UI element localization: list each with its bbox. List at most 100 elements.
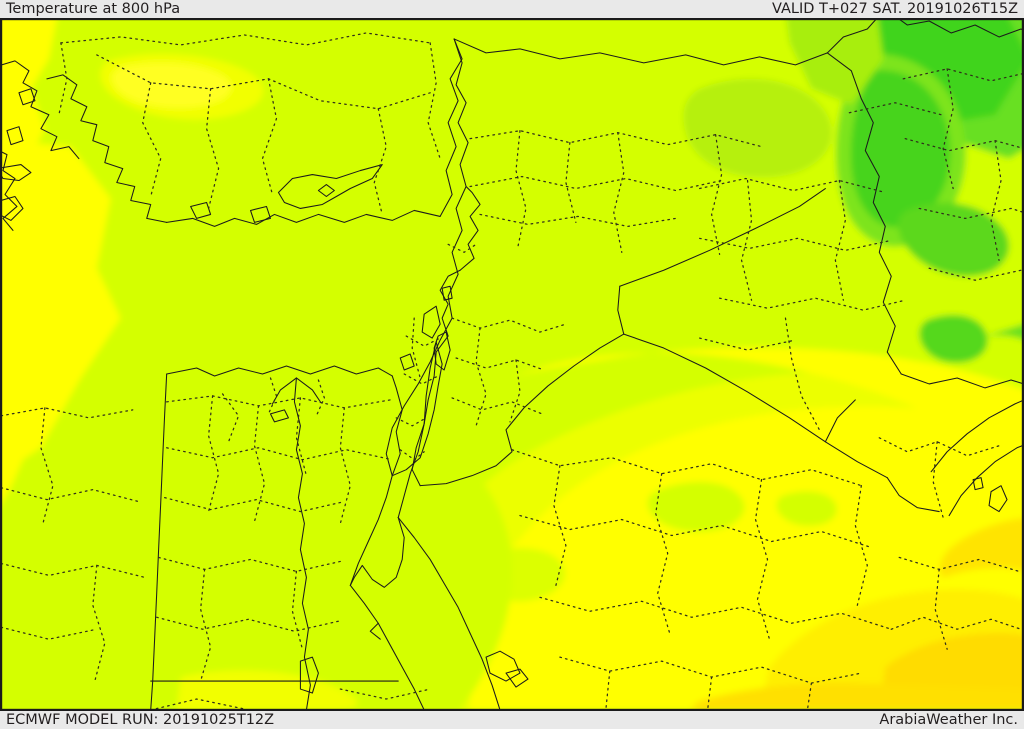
temp-band-yellow-aegean-2 xyxy=(1,140,121,475)
admin-libya-1 xyxy=(1,407,134,419)
coast-qatar xyxy=(988,485,1008,513)
admin-jordan-4 xyxy=(509,359,521,423)
coast-farasan-islands-2 xyxy=(505,668,529,688)
coast-egypt-north xyxy=(166,365,393,377)
temp-band-yellowdeep-footer xyxy=(689,682,1023,710)
admin-turkey-8 xyxy=(427,42,441,160)
admin-libya-5 xyxy=(92,564,106,682)
coast-greece-aegean xyxy=(1,60,80,160)
admin-saudi-11 xyxy=(806,682,813,710)
coast-redsea-west xyxy=(349,584,425,710)
admin-saudi-2 xyxy=(519,514,872,549)
border-gaza xyxy=(399,353,415,371)
temp-band-chartreuse-island-nafud xyxy=(647,481,745,532)
temp-band-greenlight-ne xyxy=(786,19,884,105)
admin-iraq-2 xyxy=(699,237,892,251)
admin-libya-2 xyxy=(1,487,140,503)
admin-turkey-1 xyxy=(60,32,431,46)
temp-band-greenlight-niraq xyxy=(683,78,833,178)
admin-saudi-16 xyxy=(932,441,944,519)
border-saudi-iraq-diag xyxy=(824,399,856,443)
lake-nasser xyxy=(299,656,319,694)
border-jordan-saudi xyxy=(419,333,625,487)
admin-syria-3 xyxy=(515,130,527,247)
admin-iran-6 xyxy=(928,267,1022,281)
admin-jordan-2 xyxy=(455,357,545,371)
temp-band-green-zagros-tail xyxy=(897,202,1009,277)
admin-iran-4 xyxy=(918,207,1023,220)
admin-egypt-11 xyxy=(156,616,339,632)
map-admin-borders xyxy=(1,32,1023,710)
admin-saudi-12 xyxy=(890,616,1023,631)
coast-turkey-southeast xyxy=(439,38,463,217)
admin-israel-1 xyxy=(405,335,441,347)
coast-redsea-west-detail xyxy=(369,622,381,640)
coast-redsea-east xyxy=(397,517,501,710)
coast-gulf-suez xyxy=(349,475,393,586)
admin-iraq-6 xyxy=(784,317,821,431)
map-geography xyxy=(1,19,1023,710)
valid-time-label: VALID T+027 SAT. 20191026T15Z xyxy=(772,1,1018,17)
admin-saudi-4 xyxy=(655,473,671,634)
coast-greece-west xyxy=(1,151,18,231)
footer-band: ECMWF MODEL RUN: 20191025T12Z ArabiaWeat… xyxy=(0,711,1024,729)
admin-egypt-5 xyxy=(164,496,345,513)
border-lebanon-syria xyxy=(459,185,481,271)
border-jordan-israel xyxy=(411,351,437,487)
admin-egypt-7 xyxy=(339,407,351,525)
border-egypt-libya xyxy=(150,373,168,710)
coast-persian-gulf-south xyxy=(948,444,1023,517)
delta-branch-1 xyxy=(271,377,297,405)
admin-libya-3 xyxy=(40,407,54,525)
admin-syria-7 xyxy=(479,213,677,228)
admin-turkey-7 xyxy=(58,42,68,116)
temp-band-chartreuse-island-small xyxy=(776,491,837,526)
model-run-label: ECMWF MODEL RUN: 20191025T12Z xyxy=(6,712,275,728)
map-frame xyxy=(0,18,1024,711)
temp-band-green-spot-iran xyxy=(919,315,988,363)
coast-sinai-south xyxy=(349,517,405,588)
border-saudi-kuwait xyxy=(886,477,940,513)
coast-cyprus-detail xyxy=(317,183,335,198)
admin-iran-2 xyxy=(904,138,1023,152)
admin-sudan-2 xyxy=(339,688,431,700)
temperature-map-canvas xyxy=(1,19,1023,710)
temp-band-green-zagros-core xyxy=(851,70,951,228)
lake-qarun xyxy=(269,409,289,423)
lake-dead-sea xyxy=(433,331,451,371)
admin-saudi-7 xyxy=(539,596,892,630)
border-israel-egypt xyxy=(391,375,403,477)
admin-egypt-delta-2 xyxy=(315,379,326,417)
river-nile xyxy=(293,377,311,710)
temp-band-green-spot-iran2 xyxy=(979,324,1023,340)
admin-saudi-1 xyxy=(511,449,862,487)
admin-lebanon-1 xyxy=(447,243,477,254)
admin-turkey-5 xyxy=(373,108,387,216)
coast-aegean-islands-1 xyxy=(18,88,36,106)
coast-persian-gulf-north xyxy=(930,399,1023,473)
border-syria-iraq xyxy=(619,187,826,287)
admin-iraq-5 xyxy=(718,297,906,311)
border-turkey-syria xyxy=(453,38,828,66)
admin-egypt-9 xyxy=(199,568,212,682)
admin-sudan-1 xyxy=(150,698,246,710)
coast-peloponnese xyxy=(1,195,24,221)
border-israel-lebanon xyxy=(435,269,461,353)
border-turkey-iraq-iran xyxy=(826,52,902,375)
coast-aegean-islands-2 xyxy=(6,126,24,146)
admin-saudi-10 xyxy=(706,676,713,710)
border-turkey-north-1 xyxy=(826,19,877,54)
admin-saudi-13 xyxy=(898,556,1020,573)
admin-ne-1 xyxy=(848,102,942,116)
border-syria-jordan xyxy=(617,285,625,335)
admin-syria-2 xyxy=(469,175,723,192)
border-iran-iraq-south xyxy=(900,373,1023,389)
delta-branch-2 xyxy=(295,377,321,403)
coast-bahrain xyxy=(972,477,984,491)
admin-jordan-3 xyxy=(475,327,487,427)
temp-band-amber-gulfcoast xyxy=(939,518,1023,578)
coast-turkey-bay-2 xyxy=(249,205,271,223)
admin-israel-3 xyxy=(411,317,421,379)
admin-egypt-6 xyxy=(295,397,308,477)
